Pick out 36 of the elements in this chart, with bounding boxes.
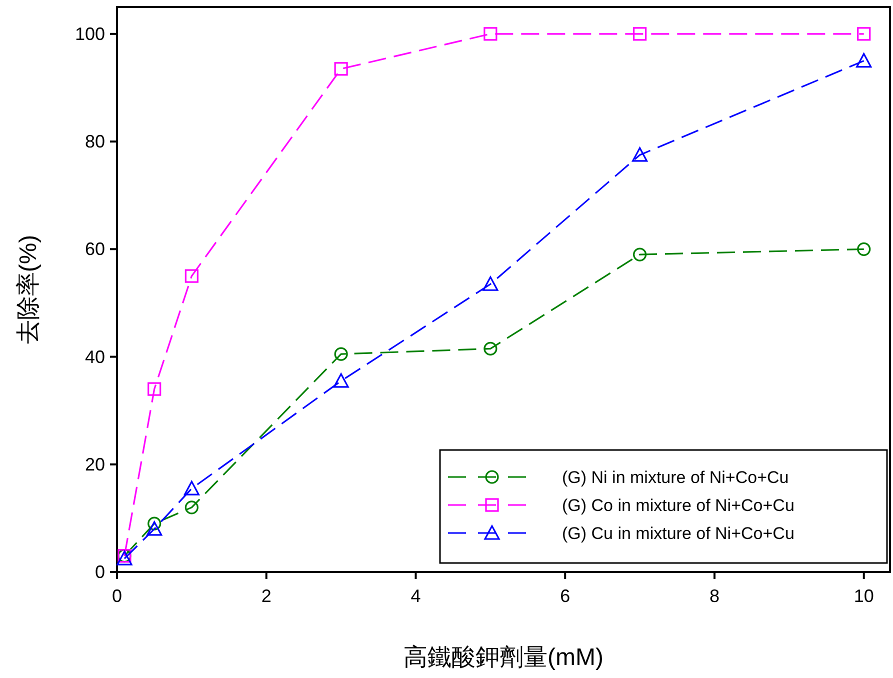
point (633, 27, 647, 41)
y-tick-label: 40 (84, 346, 105, 367)
point (148, 516, 162, 530)
y-tick-label: 80 (84, 132, 105, 152)
point (184, 269, 198, 283)
point (148, 382, 162, 396)
point (484, 342, 498, 356)
point (146, 521, 162, 536)
x-axis-title: 高鐵酸鉀劑量(mM) (404, 644, 604, 671)
point (184, 480, 200, 496)
point (484, 27, 498, 41)
y-tick-label: 100 (74, 24, 105, 44)
x-tick-label: 6 (560, 586, 570, 606)
point (632, 147, 648, 162)
point (856, 53, 872, 68)
point (857, 242, 871, 256)
y-tick-label: 60 (84, 239, 105, 260)
legend-label: (G) Ni in mixture of Ni+Co+Cu (562, 468, 789, 487)
x-tick-label: 2 (261, 586, 272, 606)
point (633, 248, 647, 262)
x-tick-label: 8 (709, 586, 720, 606)
y-axis-title: 去除率(%) (15, 234, 42, 344)
point (857, 27, 871, 41)
point (184, 500, 198, 514)
x-tick-label: 10 (854, 586, 874, 606)
point (334, 62, 348, 76)
y-tick-label: 0 (94, 562, 105, 582)
legend-label: (G) Co in mixture of Ni+Co+Cu (562, 496, 794, 515)
x-tick-label: 0 (112, 586, 122, 606)
x-tick-label: 4 (410, 586, 421, 606)
point (333, 373, 349, 388)
legend-label: (G) Cu in mixture of Ni+Co+Cu (562, 524, 794, 543)
y-tick-label: 20 (84, 454, 105, 474)
point (116, 550, 132, 566)
point (334, 347, 348, 361)
point (482, 276, 498, 291)
